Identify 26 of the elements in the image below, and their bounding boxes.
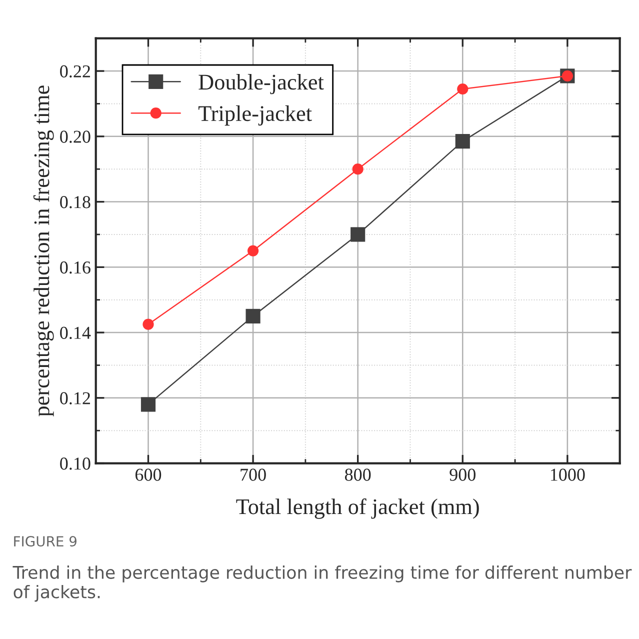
y-tick-label: 0.16	[60, 261, 90, 274]
point	[352, 164, 364, 175]
x-axis-title: Total length of jacket (mm)	[236, 498, 479, 519]
caption: FIGURE 9	[14, 536, 76, 547]
text: Trend in the percentage reduction in freezing time for different number of jackets.	[12, 566, 632, 602]
point	[140, 397, 156, 412]
x-tick-label: 1000	[550, 468, 585, 481]
y-tick-label: 0.10	[60, 458, 90, 470]
y-tick-label: 0.18	[60, 196, 90, 208]
legend-label: Triple-jacket	[198, 105, 312, 126]
point	[142, 318, 154, 330]
x-tick-label: 600	[135, 468, 162, 481]
y-tick-label: 0.20	[60, 130, 90, 143]
x-tick-label: 700	[240, 468, 266, 481]
y-tick-label: 0.12	[60, 392, 90, 404]
y-tick-label: 0.14	[60, 326, 91, 340]
x-tick-label: 900	[450, 468, 476, 481]
y-axis-title: percentage reduction in freezing time	[33, 86, 54, 416]
point	[455, 134, 470, 149]
legend-label: Double-jacket	[198, 74, 324, 94]
point	[247, 245, 259, 256]
point	[246, 308, 260, 324]
point	[457, 83, 468, 95]
point	[350, 227, 366, 242]
y-tick-label: 0.22	[60, 65, 90, 78]
x-tick-label: 800	[344, 468, 371, 481]
